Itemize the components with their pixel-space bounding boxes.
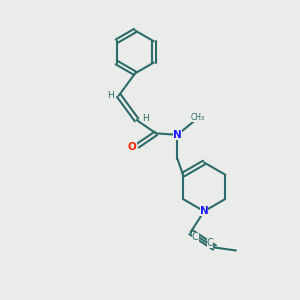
Text: O: O [128,142,136,152]
Text: H: H [107,91,114,100]
Text: CH₃: CH₃ [191,113,205,122]
Text: C: C [192,232,199,242]
Text: N: N [173,130,182,140]
Text: N: N [200,206,208,216]
Text: C: C [207,238,213,248]
Text: H: H [142,114,149,123]
